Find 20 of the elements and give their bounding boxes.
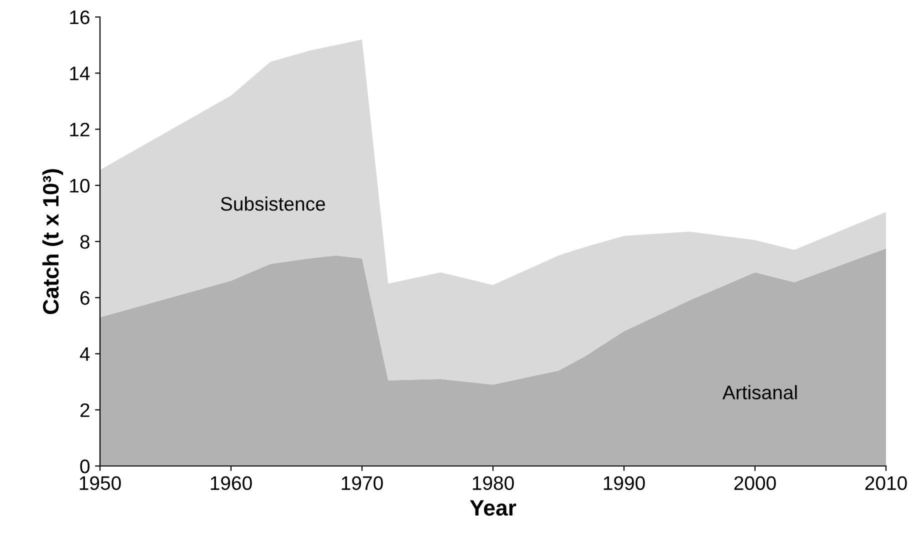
series-label: Artisanal bbox=[722, 385, 797, 400]
y-tick-label: 4 bbox=[80, 347, 90, 361]
y-axis-title: Catch (t x 10³) bbox=[42, 169, 64, 314]
y-tick-label: 14 bbox=[70, 66, 90, 80]
y-tick-label: 10 bbox=[70, 178, 90, 193]
y-tick-label: 12 bbox=[70, 122, 90, 136]
series-label: Subsistence bbox=[220, 196, 326, 211]
x-tick-label: 2010 bbox=[865, 476, 907, 490]
y-tick-label: 6 bbox=[80, 291, 90, 305]
x-tick-label: 1960 bbox=[210, 476, 252, 490]
y-tick-label: 2 bbox=[80, 403, 90, 417]
x-tick-label: 1950 bbox=[80, 476, 121, 490]
x-tick-label: 1980 bbox=[472, 476, 514, 490]
y-tick-label: 8 bbox=[80, 234, 90, 249]
y-tick-label: 16 bbox=[70, 10, 90, 24]
x-tick-label: 1990 bbox=[604, 476, 645, 490]
x-axis-title: Year bbox=[470, 500, 516, 516]
x-tick-label: 1970 bbox=[342, 476, 383, 490]
y-tick-label: 0 bbox=[80, 459, 90, 474]
x-tick-label: 2000 bbox=[734, 476, 776, 490]
